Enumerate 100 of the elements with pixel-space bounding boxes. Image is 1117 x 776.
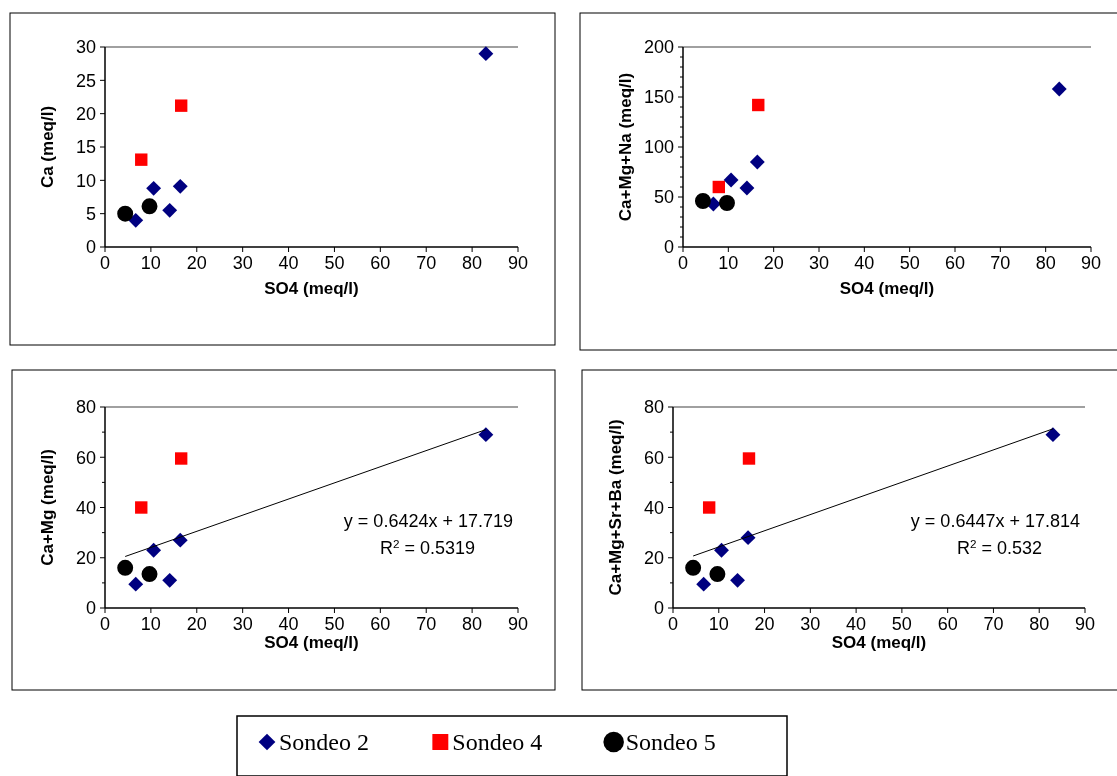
x-axis-title: SO4 (meq/l) xyxy=(831,633,927,652)
y-tick-label: 100 xyxy=(643,137,674,158)
x-tick-label: 50 xyxy=(324,253,345,273)
y-tick-label: 40 xyxy=(643,497,664,518)
x-tick-label: 30 xyxy=(232,614,253,634)
annotation: y = 0.6424x + 17.719 xyxy=(343,511,513,531)
x-tick-label: 20 xyxy=(754,614,775,634)
x-tick-label: 0 xyxy=(99,614,111,634)
point xyxy=(478,427,494,443)
legend-label: Sondeo 5 xyxy=(625,729,716,756)
x-tick-label: 70 xyxy=(983,614,1004,634)
y-tick-label: 40 xyxy=(75,497,96,518)
annotation: R$^{2}$ = 0.5319 xyxy=(379,536,475,558)
point xyxy=(1051,81,1067,97)
point xyxy=(128,576,144,592)
point xyxy=(478,46,494,62)
x-tick-label: 20 xyxy=(186,614,207,634)
point xyxy=(135,153,148,166)
x-tick-label: 90 xyxy=(507,253,529,273)
x-tick-label: 30 xyxy=(800,614,821,634)
legend-label: Sondeo 4 xyxy=(452,729,543,756)
y-tick-label: 25 xyxy=(75,70,96,91)
y-axis-title: Ca+Mg (meq/l) xyxy=(38,449,57,566)
y-axis-title: Ca+Mg+Na (meq/l) xyxy=(616,72,635,222)
point xyxy=(696,576,712,592)
point xyxy=(742,452,756,465)
point xyxy=(117,205,134,222)
point xyxy=(702,501,716,514)
x-axis-title: SO4 (meq/l) xyxy=(264,279,359,298)
x-tick-label: 80 xyxy=(462,614,483,634)
point xyxy=(739,180,755,196)
y-tick-label: 0 xyxy=(85,237,96,258)
point xyxy=(135,501,148,514)
point xyxy=(117,559,134,576)
point xyxy=(141,566,158,583)
point xyxy=(174,99,188,112)
x-tick-label: 30 xyxy=(232,253,253,273)
y-tick-label: 60 xyxy=(75,447,96,468)
annotation: y = 0.6447x + 17.814 xyxy=(910,511,1080,531)
y-tick-label: 0 xyxy=(663,237,674,258)
point xyxy=(162,202,178,218)
point xyxy=(162,572,178,588)
x-tick-label: 80 xyxy=(1035,253,1056,273)
y-tick-label: 10 xyxy=(75,170,96,191)
y-tick-label: 30 xyxy=(75,37,96,58)
point xyxy=(172,178,188,194)
x-tick-label: 60 xyxy=(944,253,966,273)
y-tick-label: 50 xyxy=(653,187,674,208)
y-tick-label: 20 xyxy=(75,103,96,124)
x-tick-label: 10 xyxy=(718,253,739,273)
point xyxy=(128,212,144,228)
y-axis-title: Ca+Mg+Sr+Ba (meq/l) xyxy=(606,419,625,596)
legend-label: Sondeo 2 xyxy=(279,729,369,756)
x-tick-label: 90 xyxy=(507,614,529,634)
x-tick-label: 90 xyxy=(1080,253,1102,273)
x-tick-label: 40 xyxy=(846,614,867,634)
x-tick-label: 50 xyxy=(324,614,345,634)
point xyxy=(174,452,188,465)
point xyxy=(1045,427,1061,443)
x-tick-label: 40 xyxy=(854,253,875,273)
x-tick-label: 60 xyxy=(370,253,391,273)
x-tick-label: 70 xyxy=(416,253,437,273)
point xyxy=(749,154,765,170)
y-tick-label: 20 xyxy=(643,548,664,569)
x-tick-label: 50 xyxy=(891,614,912,634)
point xyxy=(752,98,765,112)
y-axis-title: Ca (meq/l) xyxy=(38,105,57,189)
point xyxy=(712,180,726,194)
point xyxy=(694,193,711,209)
x-tick-label: 50 xyxy=(899,253,920,273)
point xyxy=(714,542,729,558)
y-tick-label: 60 xyxy=(643,447,664,468)
x-tick-label: 0 xyxy=(99,253,111,273)
x-tick-label: 80 xyxy=(1029,614,1050,634)
x-tick-label: 70 xyxy=(416,614,437,634)
x-tick-label: 10 xyxy=(140,253,161,273)
point xyxy=(718,195,735,211)
x-tick-label: 30 xyxy=(808,253,830,273)
point xyxy=(723,172,739,188)
y-tick-label: 15 xyxy=(75,137,96,158)
annotation: R$^{2}$ = 0.532 xyxy=(956,536,1042,558)
x-tick-label: 40 xyxy=(278,614,299,634)
y-tick-label: 150 xyxy=(643,87,674,108)
x-axis-title: SO4 (meq/l) xyxy=(839,279,935,298)
x-tick-label: 80 xyxy=(462,253,483,273)
x-tick-label: 40 xyxy=(278,253,299,273)
x-tick-label: 60 xyxy=(937,614,958,634)
x-axis-title: SO4 (meq/l) xyxy=(264,633,359,652)
x-tick-label: 0 xyxy=(677,253,689,273)
point xyxy=(141,198,158,215)
x-tick-label: 20 xyxy=(763,253,784,273)
x-tick-label: 90 xyxy=(1074,614,1096,634)
x-tick-label: 10 xyxy=(140,614,161,634)
y-tick-label: 80 xyxy=(75,397,96,418)
y-tick-label: 20 xyxy=(75,548,96,569)
point xyxy=(709,566,726,583)
point xyxy=(146,180,162,196)
y-tick-label: 5 xyxy=(85,203,96,224)
x-tick-label: 60 xyxy=(370,614,391,634)
x-tick-label: 10 xyxy=(708,614,729,634)
